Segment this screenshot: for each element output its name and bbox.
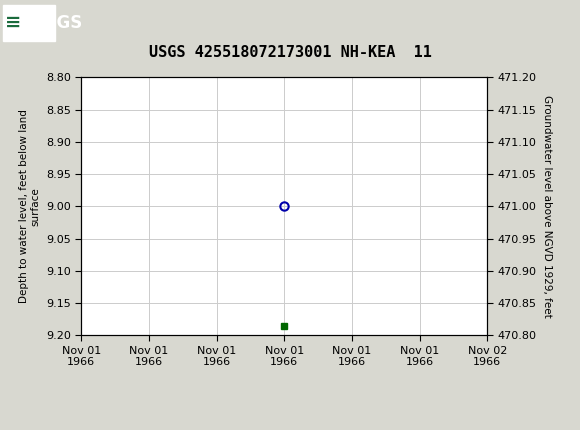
Y-axis label: Depth to water level, feet below land
surface: Depth to water level, feet below land su… bbox=[19, 110, 41, 303]
Text: ≡: ≡ bbox=[5, 13, 21, 32]
FancyBboxPatch shape bbox=[3, 4, 55, 41]
Y-axis label: Groundwater level above NGVD 1929, feet: Groundwater level above NGVD 1929, feet bbox=[542, 95, 552, 318]
Text: USGS 425518072173001 NH-KEA  11: USGS 425518072173001 NH-KEA 11 bbox=[148, 45, 432, 60]
Text: USGS: USGS bbox=[32, 14, 83, 31]
